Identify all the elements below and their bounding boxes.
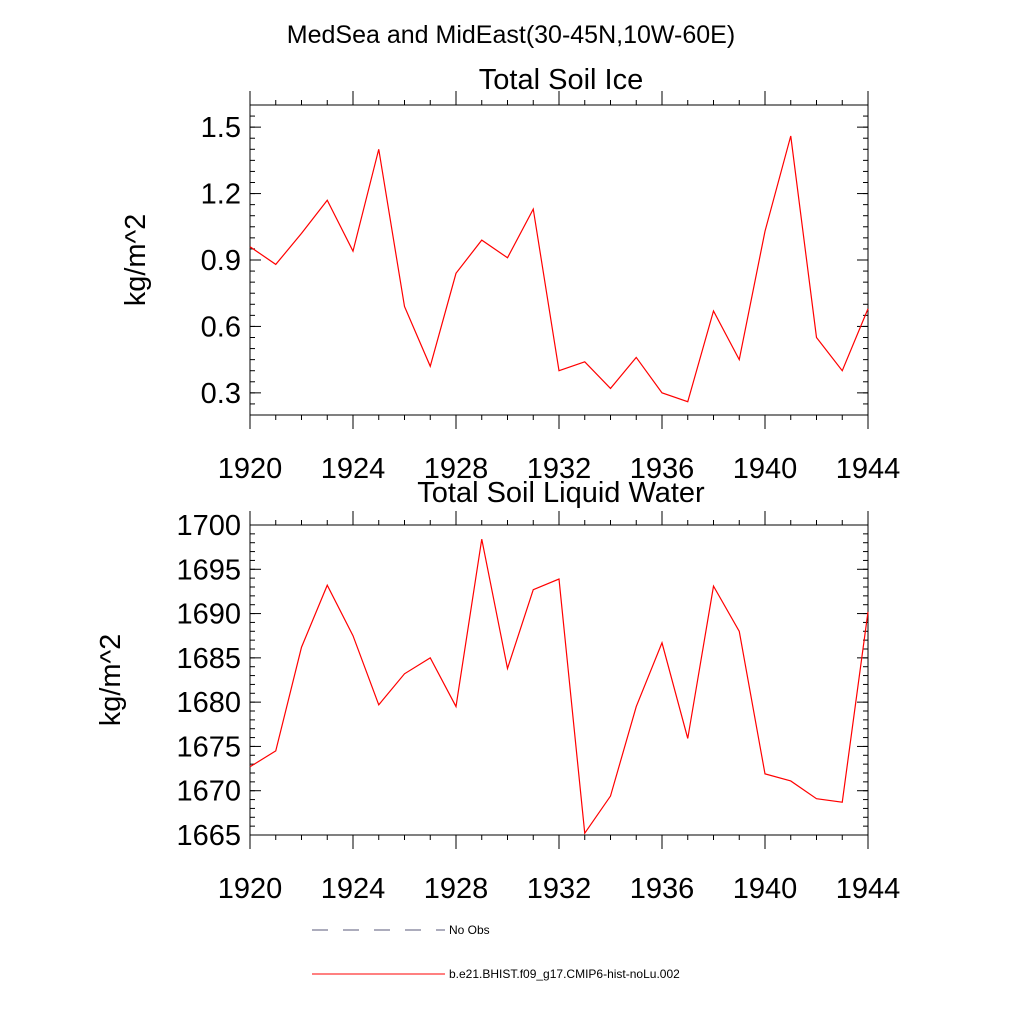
x-tick-labels: 1920 1924 1928 1932 1936 1940 1944 [218,453,901,485]
x-tick-label: 1944 [836,453,901,485]
series-lines [249,539,869,835]
legend: No Obs b.e21.BHIST.f09_g17.CMIP6-hist-no… [312,923,680,981]
y-tick-label: 1670 [176,776,241,808]
x-tick-label: 1932 [527,453,592,485]
x-tick-label: 1936 [630,873,695,905]
x-tick-label: 1928 [424,873,489,905]
axis-ticks [249,511,869,849]
x-tick-label: 1944 [836,873,901,905]
axis-ticks [249,91,869,429]
y-tick-label: 1.5 [201,112,241,144]
y-tick-label: 1695 [176,554,241,586]
y-tick-label: 0.9 [201,245,241,277]
x-tick-label: 1936 [630,453,695,485]
y-tick-label: 1665 [176,820,241,852]
figure-suptitle: MedSea and MidEast(30-45N,10W-60E) [287,21,735,49]
x-tick-label: 1928 [424,453,489,485]
y-tick-label: 1700 [176,510,241,542]
x-tick-label: 1932 [527,873,592,905]
panel-title: Total Soil Ice [479,64,643,96]
x-tick-labels: 1920 1924 1928 1932 1936 1940 1944 [218,873,901,905]
x-tick-label: 1924 [321,453,386,485]
legend-label-model-run: b.e21.BHIST.f09_g17.CMIP6-hist-noLu.002 [449,967,680,981]
plot-frame [249,524,869,836]
y-tick-label: 1690 [176,599,241,631]
y-tick-label: 0.6 [201,311,241,343]
series-line [249,135,869,403]
x-tick-label: 1940 [733,873,798,905]
y-tick-label: 0.3 [201,378,241,410]
legend-label-no-obs: No Obs [449,923,490,937]
x-tick-label: 1924 [321,873,386,905]
panel-total-soil-liquid-water: Total Soil Liquid Water kg/m^2 166516701… [95,477,900,905]
panel-total-soil-ice: Total Soil Ice kg/m^2 0.3 0.6 0.9 1.2 1.5 19… [120,64,900,485]
y-tick-label: 1675 [176,731,241,763]
x-tick-label: 1940 [733,453,798,485]
y-tick-label: 1.2 [201,179,241,211]
y-tick-labels: 0.3 0.6 0.9 1.2 1.5 [201,112,241,410]
y-tick-label: 1680 [176,687,241,719]
y-axis-label: kg/m^2 [95,634,127,727]
x-tick-label: 1920 [218,453,283,485]
y-tick-labels: 1665 1670 1675 1680 1685 1690 1695 1700 [176,510,241,852]
y-tick-label: 1685 [176,643,241,675]
series-line [249,539,869,835]
x-tick-label: 1920 [218,873,283,905]
series-lines [249,135,869,403]
panel-title: Total Soil Liquid Water [417,477,705,509]
y-axis-label: kg/m^2 [120,214,152,307]
